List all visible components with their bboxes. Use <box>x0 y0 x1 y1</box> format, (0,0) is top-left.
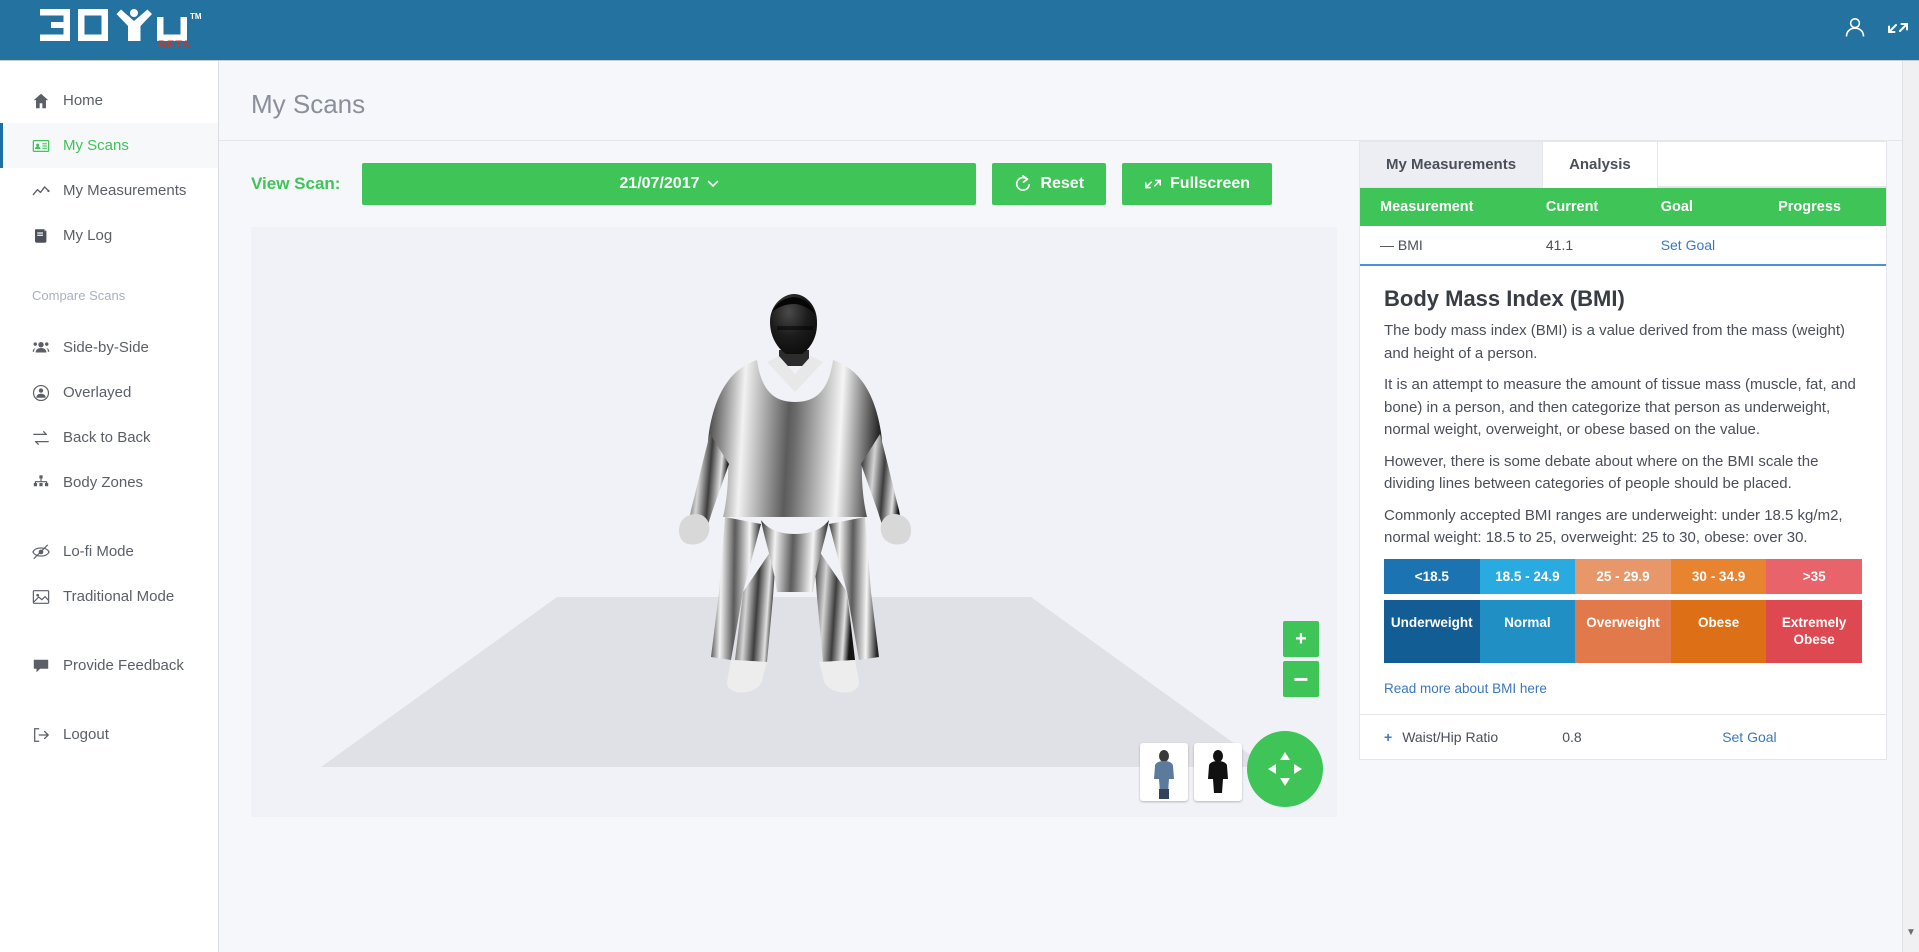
svg-text:TM: TM <box>190 12 202 21</box>
svg-text:BETA: BETA <box>158 39 191 49</box>
